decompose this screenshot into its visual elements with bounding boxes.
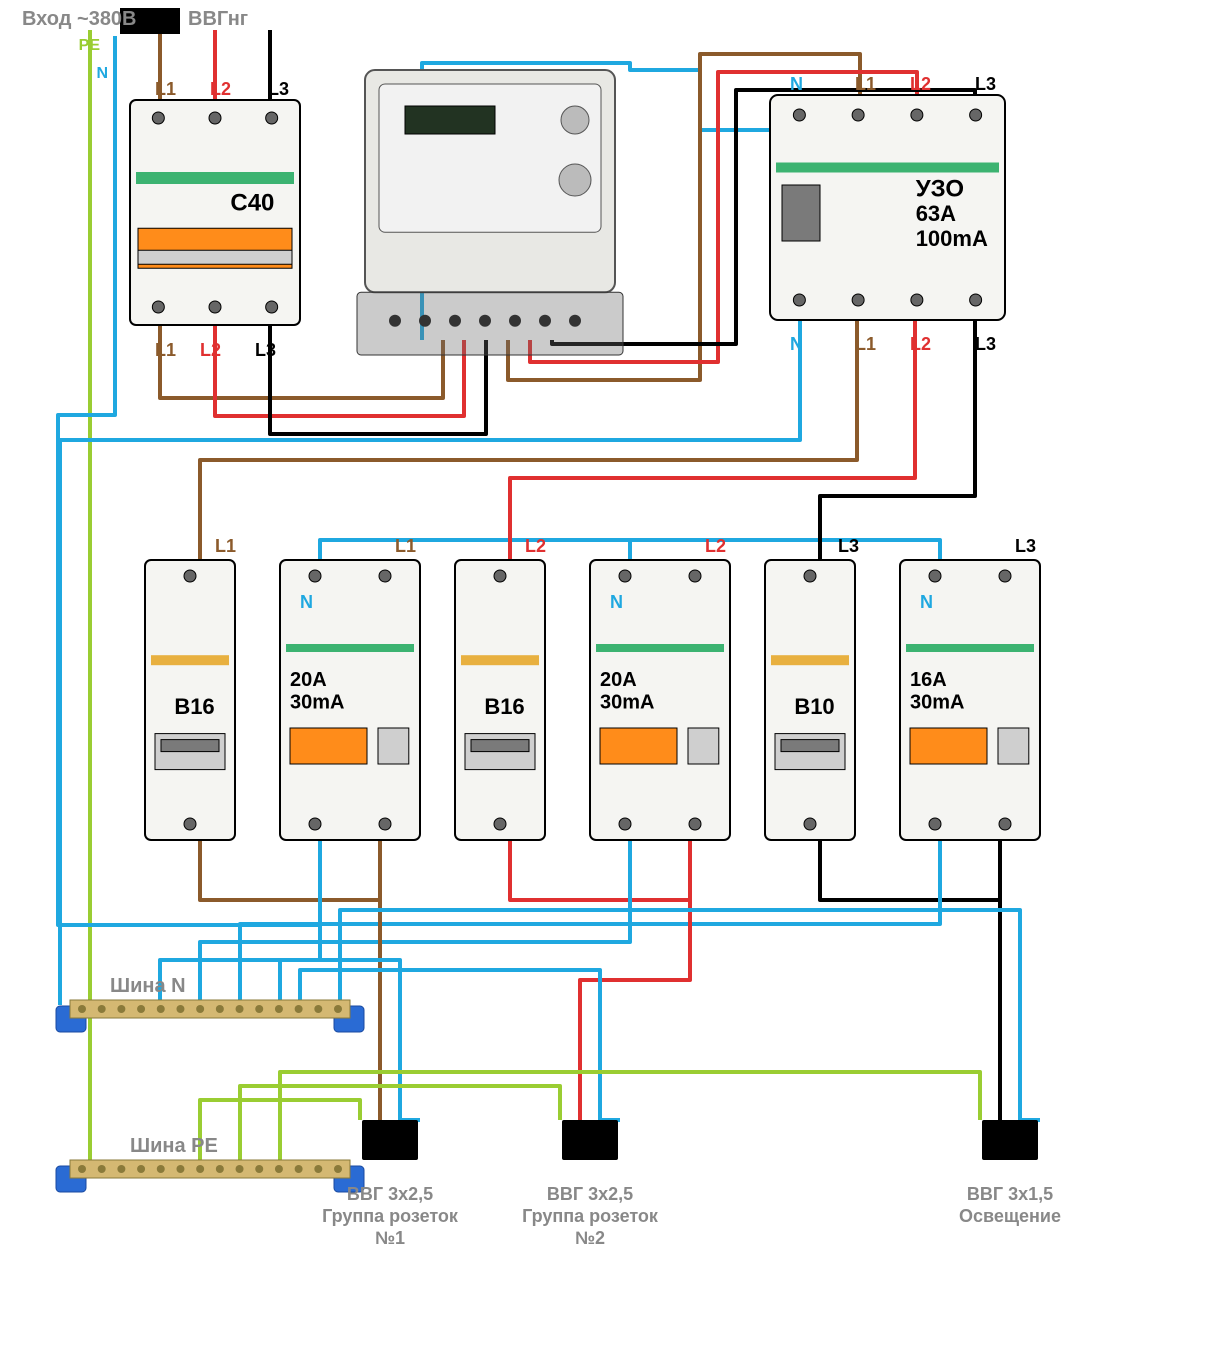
cable-label: ВВГнг bbox=[188, 8, 248, 30]
svg-text:16A: 16A bbox=[910, 669, 947, 691]
output-label: Группа розеток bbox=[322, 1206, 459, 1226]
bus-n-label: Шина N bbox=[110, 975, 186, 997]
svg-text:B16: B16 bbox=[174, 694, 214, 719]
term-label: L3 bbox=[268, 79, 289, 99]
term-label: L2 bbox=[910, 74, 931, 94]
output-label: ВВГ 3х2,5 bbox=[547, 1184, 633, 1204]
term-label: L1 bbox=[155, 340, 176, 360]
input-label: Вход ~380В bbox=[22, 8, 137, 30]
svg-text:B10: B10 bbox=[794, 694, 834, 719]
svg-text:30mA: 30mA bbox=[290, 691, 344, 713]
term-label: L1 bbox=[855, 334, 876, 354]
svg-text:C40: C40 bbox=[230, 189, 274, 216]
rcd-main bbox=[770, 95, 1005, 320]
output-cable bbox=[982, 1120, 1038, 1160]
term-label: L3 bbox=[1015, 536, 1036, 556]
main-breaker bbox=[130, 100, 300, 325]
energy-meter bbox=[357, 70, 623, 355]
term-label: N bbox=[610, 592, 623, 612]
wiring-diagram: Вход ~380ВВВГнгPENC40УЗО63A100mAB1620A30… bbox=[0, 0, 1220, 1363]
term-label: L1 bbox=[855, 74, 876, 94]
output-cable bbox=[362, 1120, 418, 1160]
svg-text:30mA: 30mA bbox=[600, 691, 654, 713]
term-label: L1 bbox=[215, 536, 236, 556]
output-label: ВВГ 3х2,5 bbox=[347, 1184, 433, 1204]
term-label: L2 bbox=[910, 334, 931, 354]
svg-text:20A: 20A bbox=[600, 669, 637, 691]
term-label: N bbox=[300, 592, 313, 612]
term-label: L1 bbox=[395, 536, 416, 556]
svg-text:30mA: 30mA bbox=[910, 691, 964, 713]
wire-label: N bbox=[96, 65, 108, 82]
term-label: L2 bbox=[705, 536, 726, 556]
svg-text:100mA: 100mA bbox=[916, 226, 988, 251]
output-cable bbox=[562, 1120, 618, 1160]
output-label: Освещение bbox=[959, 1206, 1061, 1226]
term-label: L2 bbox=[210, 79, 231, 99]
output-label: ВВГ 3х1,5 bbox=[967, 1184, 1053, 1204]
term-label: L2 bbox=[200, 340, 221, 360]
term-label: L2 bbox=[525, 536, 546, 556]
term-label: L1 bbox=[155, 79, 176, 99]
term-label: N bbox=[790, 74, 803, 94]
wire-label: PE bbox=[79, 37, 101, 54]
term-label: L3 bbox=[975, 74, 996, 94]
svg-text:63A: 63A bbox=[916, 201, 956, 226]
svg-text:B16: B16 bbox=[484, 694, 524, 719]
svg-text:20A: 20A bbox=[290, 669, 327, 691]
output-label: №1 bbox=[375, 1228, 405, 1248]
term-label: N bbox=[790, 334, 803, 354]
term-label: L3 bbox=[975, 334, 996, 354]
svg-text:УЗО: УЗО bbox=[916, 175, 964, 202]
output-label: Группа розеток bbox=[522, 1206, 659, 1226]
term-label: L3 bbox=[838, 536, 859, 556]
bus-pe-label: Шина PE bbox=[130, 1135, 218, 1157]
term-label: L3 bbox=[255, 340, 276, 360]
output-label: №2 bbox=[575, 1228, 605, 1248]
term-label: N bbox=[920, 592, 933, 612]
